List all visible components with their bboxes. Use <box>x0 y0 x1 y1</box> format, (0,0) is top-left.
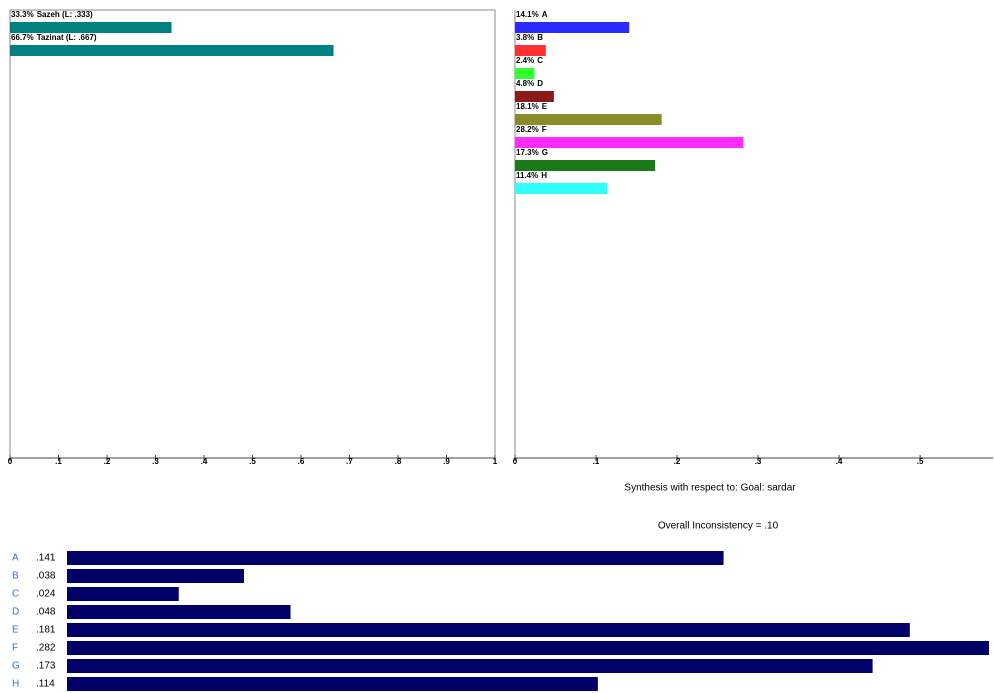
bar <box>515 160 656 171</box>
bar <box>515 45 546 56</box>
bar <box>67 551 724 565</box>
bar-label: H <box>541 171 547 180</box>
x-tick-label: 0 <box>8 457 13 466</box>
row-letter: B <box>12 571 19 582</box>
x-tick-label: .9 <box>443 457 450 466</box>
bar <box>67 677 598 691</box>
bar <box>10 22 172 33</box>
bar-value-label: 28.2% <box>516 125 539 134</box>
x-tick-label: .2 <box>674 457 681 466</box>
bar-value-label: 33.3% <box>11 10 34 19</box>
bar-label: Tazinat (L: .667) <box>37 33 97 42</box>
bar <box>67 569 244 583</box>
bar <box>10 45 334 56</box>
row-letter: D <box>12 607 19 618</box>
bar-value-label: 66.7% <box>11 33 34 42</box>
x-tick-label: .3 <box>755 457 762 466</box>
row-letter: H <box>12 679 19 690</box>
left-panel <box>9 9 496 459</box>
bar-label: C <box>537 56 543 65</box>
x-tick-label: .5 <box>249 457 256 466</box>
x-tick-label: .6 <box>298 457 305 466</box>
bar-value-label: 17.3% <box>516 148 539 157</box>
row-value: .181 <box>36 625 56 636</box>
bar <box>515 183 608 194</box>
bar <box>515 22 630 33</box>
x-tick-label: .2 <box>104 457 111 466</box>
bar <box>67 605 291 619</box>
bar-label: G <box>542 148 548 157</box>
row-value: .048 <box>36 607 56 618</box>
x-tick-label: .5 <box>917 457 924 466</box>
row-letter: A <box>12 553 19 564</box>
row-value: .173 <box>36 661 56 672</box>
bar-label: B <box>537 33 543 42</box>
bar-value-label: 3.8% <box>516 33 534 42</box>
bar-label: E <box>542 102 548 111</box>
bar-label: A <box>542 10 548 19</box>
bar <box>67 623 910 637</box>
row-value: .024 <box>36 589 56 600</box>
bar-value-label: 11.4% <box>516 171 538 180</box>
row-value: .038 <box>36 571 56 582</box>
bar-label: D <box>537 79 543 88</box>
bar <box>67 641 989 655</box>
bar-label: Sazeh (L: .333) <box>37 10 93 19</box>
row-letter: E <box>12 625 19 636</box>
inconsistency: Overall Inconsistency = .10 <box>658 521 779 532</box>
x-tick-label: .4 <box>201 457 208 466</box>
bar <box>67 587 179 601</box>
x-tick-label: .1 <box>593 457 600 466</box>
x-tick-label: .7 <box>346 457 353 466</box>
bar <box>515 68 535 79</box>
row-letter: F <box>12 643 18 654</box>
row-letter: C <box>12 589 19 600</box>
row-value: .141 <box>36 553 56 564</box>
x-tick-label: 1 <box>493 457 498 466</box>
bar <box>515 137 744 148</box>
bar-value-label: 2.4% <box>516 56 534 65</box>
row-letter: G <box>12 661 20 672</box>
bar-value-label: 4.8% <box>516 79 534 88</box>
bar <box>515 114 662 125</box>
x-tick-label: .8 <box>395 457 402 466</box>
bar <box>515 91 554 102</box>
row-value: .114 <box>36 679 55 690</box>
x-tick-label: .1 <box>55 457 62 466</box>
synthesis-title: Synthesis with respect to: Goal: sardar <box>624 483 796 494</box>
x-tick-label: .3 <box>152 457 159 466</box>
x-tick-label: .4 <box>836 457 843 466</box>
row-value: .282 <box>36 643 56 654</box>
bar <box>67 659 873 673</box>
bar-label: F <box>542 125 547 134</box>
bar-value-label: 18.1% <box>516 102 539 111</box>
x-tick-label: 0 <box>513 457 518 466</box>
bar-value-label: 14.1% <box>516 10 539 19</box>
